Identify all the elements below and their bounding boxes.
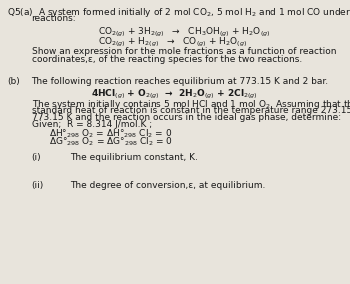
Text: reactions:: reactions: <box>32 14 76 23</box>
Text: Show an expression for the mole fractions as a function of reaction: Show an expression for the mole fraction… <box>32 47 336 57</box>
Text: (b): (b) <box>7 77 20 86</box>
Text: coordinates,ε, of the reacting species for the two reactions.: coordinates,ε, of the reacting species f… <box>32 55 302 64</box>
Text: The equilibrium constant, K.: The equilibrium constant, K. <box>70 153 198 162</box>
Text: Given;  R = 8.314 J/mol.K ;: Given; R = 8.314 J/mol.K ; <box>32 120 152 130</box>
Text: CO$_{2(g)}$ + 3H$_{2(g)}$   →   CH$_{3}$OH$_{(g)}$ + H$_{2}$O$_{(g)}$: CO$_{2(g)}$ + 3H$_{2(g)}$ → CH$_{3}$OH$_… <box>98 26 271 39</box>
Text: The degree of conversion,ε, at equilibrium.: The degree of conversion,ε, at equilibri… <box>70 181 265 190</box>
Text: CO$_{2(g)}$ + H$_{2(g)}$   →   CO$_{(g)}$ + H$_{2}$O$_{(g)}$: CO$_{2(g)}$ + H$_{2(g)}$ → CO$_{(g)}$ + … <box>98 36 247 49</box>
Text: 4HCl$_{(g)}$ + O$_{2(g)}$  →  2H$_{2}$O$_{(g)}$ + 2Cl$_{2(g)}$: 4HCl$_{(g)}$ + O$_{2(g)}$ → 2H$_{2}$O$_{… <box>91 87 258 101</box>
Text: The system initially contains 5 mol HCl and 1 mol O$_{2}$. Assuming that the: The system initially contains 5 mol HCl … <box>32 98 350 111</box>
Text: The following reaction reaches equilibrium at 773.15 K and 2 bar.: The following reaction reaches equilibri… <box>32 77 329 86</box>
Text: 773.15 K and the reaction occurs in the ideal gas phase, determine:: 773.15 K and the reaction occurs in the … <box>32 113 341 122</box>
Text: standard heat of reaction is constant in the temperature range 273.15 K to: standard heat of reaction is constant in… <box>32 106 350 115</box>
Text: ΔH°$_{298}$ O$_{2}$ = ΔH°$_{298}$ Cl$_{2}$ = 0: ΔH°$_{298}$ O$_{2}$ = ΔH°$_{298}$ Cl$_{2… <box>49 128 172 140</box>
Text: ΔG°$_{298}$ O$_{2}$ = ΔG°$_{298}$ Cl$_{2}$ = 0: ΔG°$_{298}$ O$_{2}$ = ΔG°$_{298}$ Cl$_{2… <box>49 135 173 148</box>
Text: (ii): (ii) <box>32 181 44 190</box>
Text: Q5(a)  A system formed initially of 2 mol CO$_{2}$, 5 mol H$_{2}$ and 1 mol CO u: Q5(a) A system formed initially of 2 mol… <box>7 6 350 19</box>
Text: (i): (i) <box>32 153 41 162</box>
